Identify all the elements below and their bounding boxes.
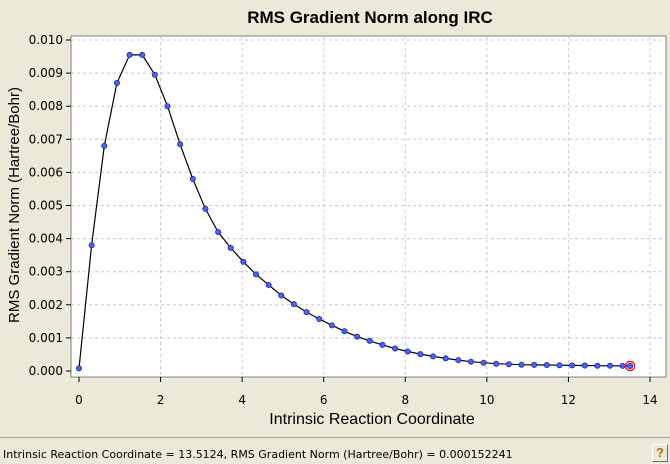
data-point[interactable] [151,71,158,78]
x-tick-label: 10 [479,393,494,407]
data-point[interactable] [607,362,614,369]
data-point[interactable] [189,176,196,183]
data-point[interactable] [202,205,209,212]
data-point[interactable] [417,351,424,358]
data-point[interactable] [581,362,588,369]
data-point[interactable] [101,142,108,149]
data-point[interactable] [341,328,348,335]
data-point[interactable] [126,51,133,58]
data-point[interactable] [278,292,285,299]
data-series [76,51,636,372]
data-point[interactable] [177,141,184,148]
data-point[interactable] [164,103,171,110]
data-point[interactable] [442,355,449,362]
plot-area[interactable] [70,35,667,378]
data-point[interactable] [543,362,550,369]
y-tick-label: 0.006 [29,165,63,179]
data-point[interactable] [594,362,601,369]
data-point[interactable] [253,271,260,278]
selected-point-marker[interactable] [624,360,636,372]
data-point[interactable] [215,228,222,235]
y-tick-label: 0.000 [29,364,63,378]
y-tick-label: 0.009 [29,66,63,80]
data-point[interactable] [290,301,297,308]
data-point[interactable] [316,316,323,323]
data-point[interactable] [518,361,525,368]
data-point[interactable] [455,357,462,364]
data-point[interactable] [303,309,310,316]
x-tick-label: 2 [157,393,165,407]
x-tick-label: 6 [320,393,328,407]
data-point[interactable] [113,80,120,87]
y-tick-label: 0.007 [29,132,63,146]
data-point[interactable] [76,365,83,372]
chart-title: RMS Gradient Norm along IRC [247,8,493,27]
data-point[interactable] [480,359,487,366]
data-point[interactable] [505,361,512,368]
data-point[interactable] [619,362,626,369]
data-point[interactable] [392,345,399,352]
data-point[interactable] [354,333,361,340]
data-point[interactable] [627,362,634,369]
x-tick-label: 8 [401,393,409,407]
data-point[interactable] [569,362,576,369]
data-point[interactable] [379,341,386,348]
status-text: Intrinsic Reaction Coordinate = 13.5124,… [3,448,513,461]
chart[interactable]: 0 2 4 6 8 10 12 14 0.000 0.001 0.002 0.003 0.004 0.00… [0,0,670,437]
grid [71,36,666,377]
data-point[interactable] [493,360,500,367]
y-tick-label: 0.003 [29,265,63,279]
y-axis-label: RMS Gradient Norm (Hartree/Bohr) [6,87,23,323]
data-point[interactable] [366,337,373,344]
y-tick-label: 0.008 [29,99,63,113]
data-point[interactable] [430,353,437,360]
data-point[interactable] [467,358,474,365]
status-bar: Intrinsic Reaction Coordinate = 13.5124,… [0,437,670,464]
axis-ticks: 0 2 4 6 8 10 12 14 0.000 0.001 0.002 0.003 0.004 0.00… [29,33,658,407]
y-tick-label: 0.005 [29,199,63,213]
x-axis-label: Intrinsic Reaction Coordinate [269,411,475,428]
x-tick-label: 0 [75,393,83,407]
y-tick-label: 0.004 [29,232,63,246]
data-point[interactable] [88,242,95,249]
y-tick-label: 0.010 [29,33,63,47]
x-tick-label: 12 [561,393,576,407]
data-point[interactable] [265,281,272,288]
data-point[interactable] [227,244,234,251]
x-tick-label: 14 [642,393,657,407]
x-tick-label: 4 [238,393,246,407]
help-icon[interactable]: ? [652,444,668,462]
data-point[interactable] [240,258,247,265]
data-point[interactable] [531,361,538,368]
y-tick-label: 0.002 [29,298,63,312]
y-tick-label: 0.001 [29,331,63,345]
data-point[interactable] [404,348,411,355]
data-point[interactable] [556,362,563,369]
data-point[interactable] [139,51,146,58]
data-point[interactable] [328,322,335,329]
